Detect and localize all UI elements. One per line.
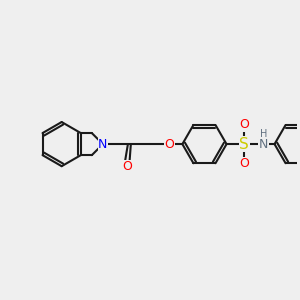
Text: H: H bbox=[260, 129, 267, 139]
Text: S: S bbox=[239, 136, 249, 152]
Text: O: O bbox=[239, 157, 249, 170]
Text: O: O bbox=[164, 138, 174, 151]
Text: N: N bbox=[259, 138, 268, 151]
Text: N: N bbox=[98, 138, 108, 151]
Text: O: O bbox=[122, 160, 132, 173]
Text: O: O bbox=[239, 118, 249, 131]
